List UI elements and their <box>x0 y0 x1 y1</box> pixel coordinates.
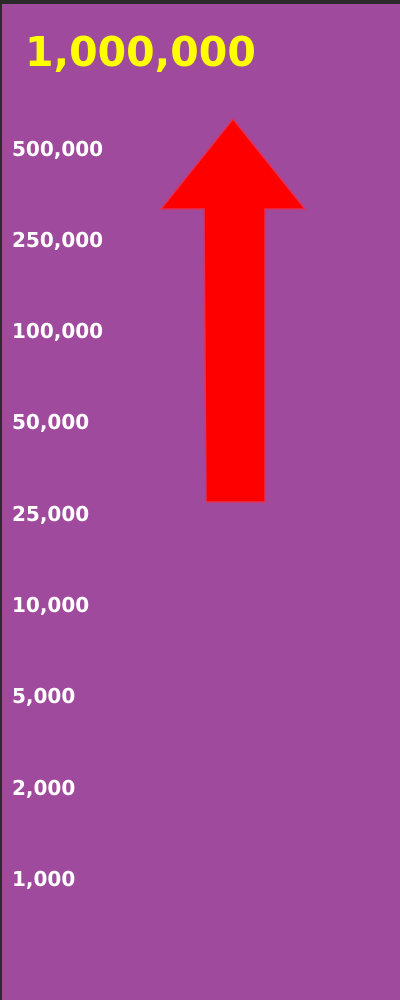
ladder-rung-50000: 50,000 <box>12 410 90 434</box>
prize-ladder: 500,000 250,000 100,000 50,000 25,000 10… <box>2 4 400 1000</box>
ladder-rung-10000: 10,000 <box>12 593 90 617</box>
up-arrow-shape <box>159 117 307 503</box>
ladder-rung-5000: 5,000 <box>12 684 76 708</box>
top-prize-amount: 1,000,000 <box>25 28 256 76</box>
up-arrow-icon <box>159 117 307 503</box>
ladder-rung-1000: 1,000 <box>12 867 76 891</box>
ladder-rung-100000: 100,000 <box>12 319 104 343</box>
ladder-rung-500000: 500,000 <box>12 137 104 161</box>
ladder-rung-25000: 25,000 <box>12 502 90 526</box>
ladder-rung-250000: 250,000 <box>12 228 104 252</box>
ladder-rung-2000: 2,000 <box>12 776 76 800</box>
money-ladder-panel: 1,000,000 500,000 250,000 100,000 50,000… <box>2 4 400 1000</box>
